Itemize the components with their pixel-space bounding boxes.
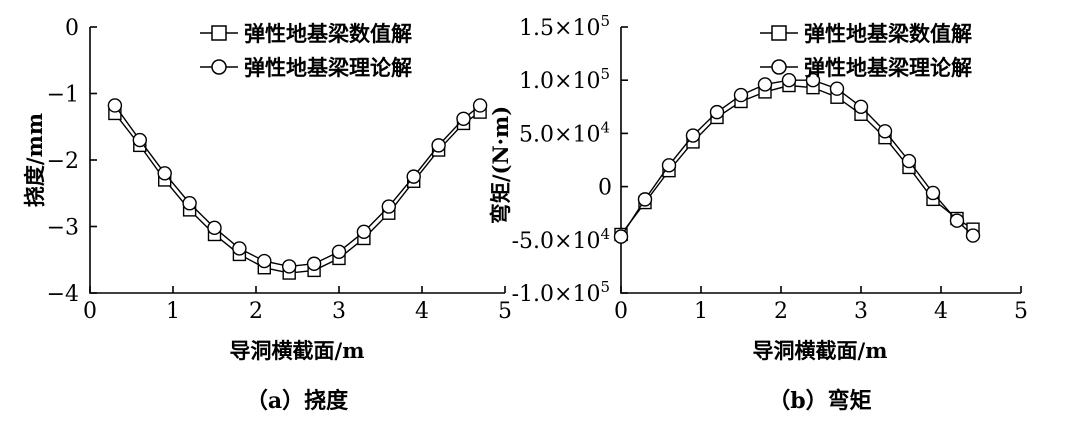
deflection-caption: （a）挠度 [246,388,349,414]
bending-moment-series-line [620,79,974,237]
circle-data-point [805,72,821,88]
bending-moment-x-tick-label: 5 [1014,299,1028,324]
bending-moment-y-tick-label: -1.0×105 [512,278,610,307]
deflection-x-axis-label: 导洞横截面/m [230,338,365,363]
deflection-y-tick-label: −4 [47,282,79,307]
deflection-legend-item: 弹性地基梁数值解 [200,22,412,46]
bending-moment-x-tick-label: 4 [934,299,948,324]
legend-circle-marker [211,59,227,75]
deflection-x-tick-label: 3 [332,299,346,324]
deflection-x-tick-label: 4 [415,299,429,324]
legend-square-marker [211,25,227,41]
circle-data-point [709,104,725,120]
circle-data-point [431,138,446,153]
circle-data-point [406,169,421,184]
circle-data-point [306,256,322,271]
circle-data-point [829,81,845,96]
bending-moment-x-tick-label: 1 [694,299,708,324]
legend-square-marker [771,25,787,41]
bending-moment-series-theoretical [613,72,981,244]
circle-data-point [613,229,629,244]
circle-data-point [356,224,372,240]
circle-data-point [853,99,869,115]
bending-moment-legend-item: 弹性地基梁数值解 [760,22,972,46]
circle-data-point [949,213,965,228]
deflection-x-tick-label: 5 [498,299,512,324]
bending-moment-legend-label: 弹性地基梁理论解 [804,56,972,80]
bending-moment-y-tick-label: 1.5×105 [519,12,610,41]
circle-data-point [781,72,797,88]
circle-data-point [472,98,488,113]
circle-data-point [637,192,653,207]
circle-data-point [132,132,148,148]
circle-data-point [207,220,222,236]
bending-moment-y-tick-label: -5.0×104 [512,225,610,254]
circle-data-point [182,196,197,211]
deflection-series-theoretical [107,98,488,274]
circle-data-point [733,87,749,103]
bending-moment-panel: 0 1 2 3 4 5 1.5×105 1.0×105 5.0×104 0 -5.0×104 -1.0… [488,12,1028,414]
circle-data-point [257,253,272,269]
deflection-x-tick-label: 1 [166,299,180,324]
bending-moment-x-tick-label: 0 [614,299,628,324]
bending-moment-x-tick-label: 2 [774,299,788,324]
circle-data-point [157,166,172,181]
circle-data-point [661,158,677,173]
deflection-y-axis-label: 挠度/mm [22,113,47,207]
deflection-x-tick-label: 0 [83,299,97,324]
deflection-y-tick-label: −3 [47,216,79,241]
legend-circle-marker [771,59,787,75]
circle-data-point [925,185,941,201]
deflection-legend-item: 弹性地基梁理论解 [200,56,412,80]
deflection-series-line [114,111,481,274]
bending-moment-y-tick-label: 5.0×104 [519,118,610,147]
circle-data-point [282,259,297,274]
deflection-legend-label: 弹性地基梁理论解 [244,56,412,80]
bending-moment-series-line [620,84,974,235]
bending-moment-x-axis-label: 导洞横截面/m [753,338,888,363]
deflection-y-tick-label: −1 [47,83,79,108]
deflection-series-line [114,104,481,268]
circle-data-point [965,228,981,243]
bending-moment-y-tick-label: 1.0×105 [519,65,610,94]
deflection-y-tick-label: 0 [65,16,79,41]
circle-data-point [331,244,347,259]
circle-data-point [757,77,773,92]
bending-moment-y-axis-label: 弯矩/(N·m) [488,106,513,224]
circle-data-point [232,241,247,256]
deflection-y-tick-label: −2 [47,149,79,174]
deflection-legend-label: 弹性地基梁数值解 [244,22,412,46]
circle-data-point [381,199,396,214]
bending-moment-x-tick-label: 3 [854,299,868,324]
bending-moment-y-tick-label: 0 [598,176,612,201]
deflection-x-tick-label: 2 [249,299,263,324]
deflection-series-numerical [108,105,487,280]
circle-data-point [456,111,471,126]
circle-data-point [877,124,893,139]
circle-data-point [685,128,701,143]
circle-data-point [107,98,123,113]
bending-moment-caption: （b）弯矩 [768,388,871,414]
bending-moment-legend-item: 弹性地基梁理论解 [760,56,972,80]
circle-data-point [901,153,917,169]
bending-moment-legend-label: 弹性地基梁数值解 [804,22,972,46]
